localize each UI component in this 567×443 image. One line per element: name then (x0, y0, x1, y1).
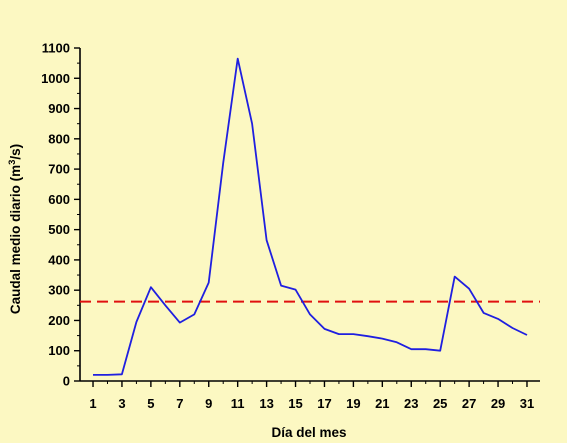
x-tick-label-29: 29 (491, 396, 505, 411)
series-line-0 (93, 57, 528, 376)
x-tick-label-15: 15 (288, 396, 302, 411)
y-tick-label-100: 100 (48, 343, 70, 358)
x-tick-label-9: 9 (205, 396, 212, 411)
x-tick-label-27: 27 (462, 396, 476, 411)
y-tick-label-500: 500 (48, 222, 70, 237)
y-tick-label-300: 300 (48, 283, 70, 298)
x-tick-label-21: 21 (375, 396, 389, 411)
y-tick-label-400: 400 (48, 252, 70, 267)
y-tick-label-600: 600 (48, 192, 70, 207)
x-tick-label-1: 1 (89, 396, 96, 411)
y-tick-label-900: 900 (48, 101, 70, 116)
x-tick-label-25: 25 (433, 396, 447, 411)
y-tick-label-800: 800 (48, 131, 70, 146)
y-axis-title: Caudal medio diario (m3/s) (7, 144, 23, 314)
y-tick-label-1100: 1100 (42, 41, 70, 56)
y-tick-label-1000: 1000 (41, 71, 70, 86)
y-tick-label-0: 0 (63, 374, 70, 389)
x-tick-label-19: 19 (346, 396, 360, 411)
x-tick-label-31: 31 (520, 396, 534, 411)
x-tick-label-17: 17 (317, 396, 331, 411)
y-tick-label-700: 700 (48, 162, 70, 177)
x-tick-label-11: 11 (231, 396, 245, 411)
x-tick-label-5: 5 (147, 396, 154, 411)
x-tick-label-3: 3 (118, 396, 125, 411)
y-axis-title-main: Caudal medio diario (m (8, 165, 23, 314)
x-tick-label-13: 13 (259, 396, 273, 411)
series-group (93, 57, 528, 376)
x-axis-title: Día del mes (271, 425, 346, 440)
y-axis-title-tail: /s) (8, 144, 23, 160)
y-axis-title-superscript: 3 (7, 160, 18, 165)
x-tick-label-7: 7 (176, 396, 183, 411)
y-tick-label-200: 200 (48, 313, 70, 328)
x-tick-label-23: 23 (404, 396, 418, 411)
